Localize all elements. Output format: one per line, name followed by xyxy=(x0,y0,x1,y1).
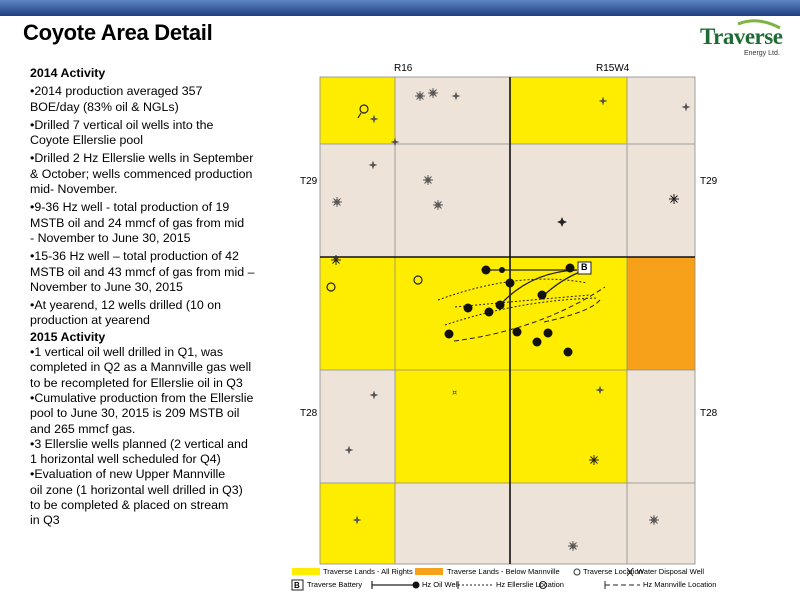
logo-subtitle: Energy Ltd. xyxy=(744,50,780,57)
svg-text:¤: ¤ xyxy=(452,388,457,397)
item-2014: •Drilled 2 Hz Ellerslie wells in Septemb… xyxy=(30,151,254,197)
legend-traverse-location: Traverse Location xyxy=(583,567,643,576)
well-symbols: ¤ xyxy=(326,87,691,552)
item-2014: •At yearend, 12 wells drilled (10 on pro… xyxy=(30,298,221,328)
logo-swoosh-icon xyxy=(737,19,781,30)
top-banner xyxy=(0,0,800,16)
heading-2014: 2014 Activity xyxy=(30,66,106,80)
legend-water-disposal: Water Disposal Well xyxy=(637,567,705,576)
heading-2015: 2015 Activity xyxy=(30,329,106,344)
legend-hz-mannville: Hz Mannville Location xyxy=(643,580,717,589)
item-2015: •Evaluation of new Upper Mannville oil z… xyxy=(30,467,243,528)
activity-text: 2014 Activity •2014 production averaged … xyxy=(30,65,292,529)
township-label: T28 xyxy=(700,408,718,419)
range-label: R15W4 xyxy=(596,63,630,74)
item-2015: •Cumulative production from the Ellersli… xyxy=(30,390,254,436)
legend-battery: Traverse Battery xyxy=(307,580,363,589)
item-2014: •Drilled 7 vertical oil wells into the C… xyxy=(30,117,214,148)
township-label: T29 xyxy=(700,176,718,187)
item-2014: •2014 production averaged 357 BOE/day (8… xyxy=(30,84,203,114)
company-logo: Traverse Energy Ltd. xyxy=(698,18,793,58)
land-parcels xyxy=(320,77,695,564)
item-2014: •15-36 Hz well – total production of 42 … xyxy=(30,249,255,294)
section-grid xyxy=(319,76,696,565)
legend-hz-ellerslie: Hz Ellerslie Location xyxy=(496,580,564,589)
range-township-lines xyxy=(320,77,695,564)
battery-icon xyxy=(577,261,592,275)
legend-hz-oil-well: Hz Oil Well xyxy=(422,580,459,589)
item-2015: •3 Ellerslie wells planned (2 vertical a… xyxy=(30,436,248,467)
item-2014: •9-36 Hz well - total production of 19 M… xyxy=(30,200,245,245)
range-label: R16 xyxy=(394,63,413,74)
legend-below-mannville: Traverse Lands - Below Mannville xyxy=(447,567,560,576)
township-label: T29 xyxy=(300,176,318,187)
page-title: Coyote Area Detail xyxy=(23,20,213,45)
battery-label: B xyxy=(581,262,588,272)
township-label: T28 xyxy=(300,408,318,419)
oil-wells xyxy=(444,263,575,357)
logo-wordmark: Traverse xyxy=(700,24,783,49)
legend-all-rights: Traverse Lands - All Rights xyxy=(323,567,413,576)
item-2015: •1 vertical oil well drilled in Q1, was … xyxy=(30,345,252,390)
